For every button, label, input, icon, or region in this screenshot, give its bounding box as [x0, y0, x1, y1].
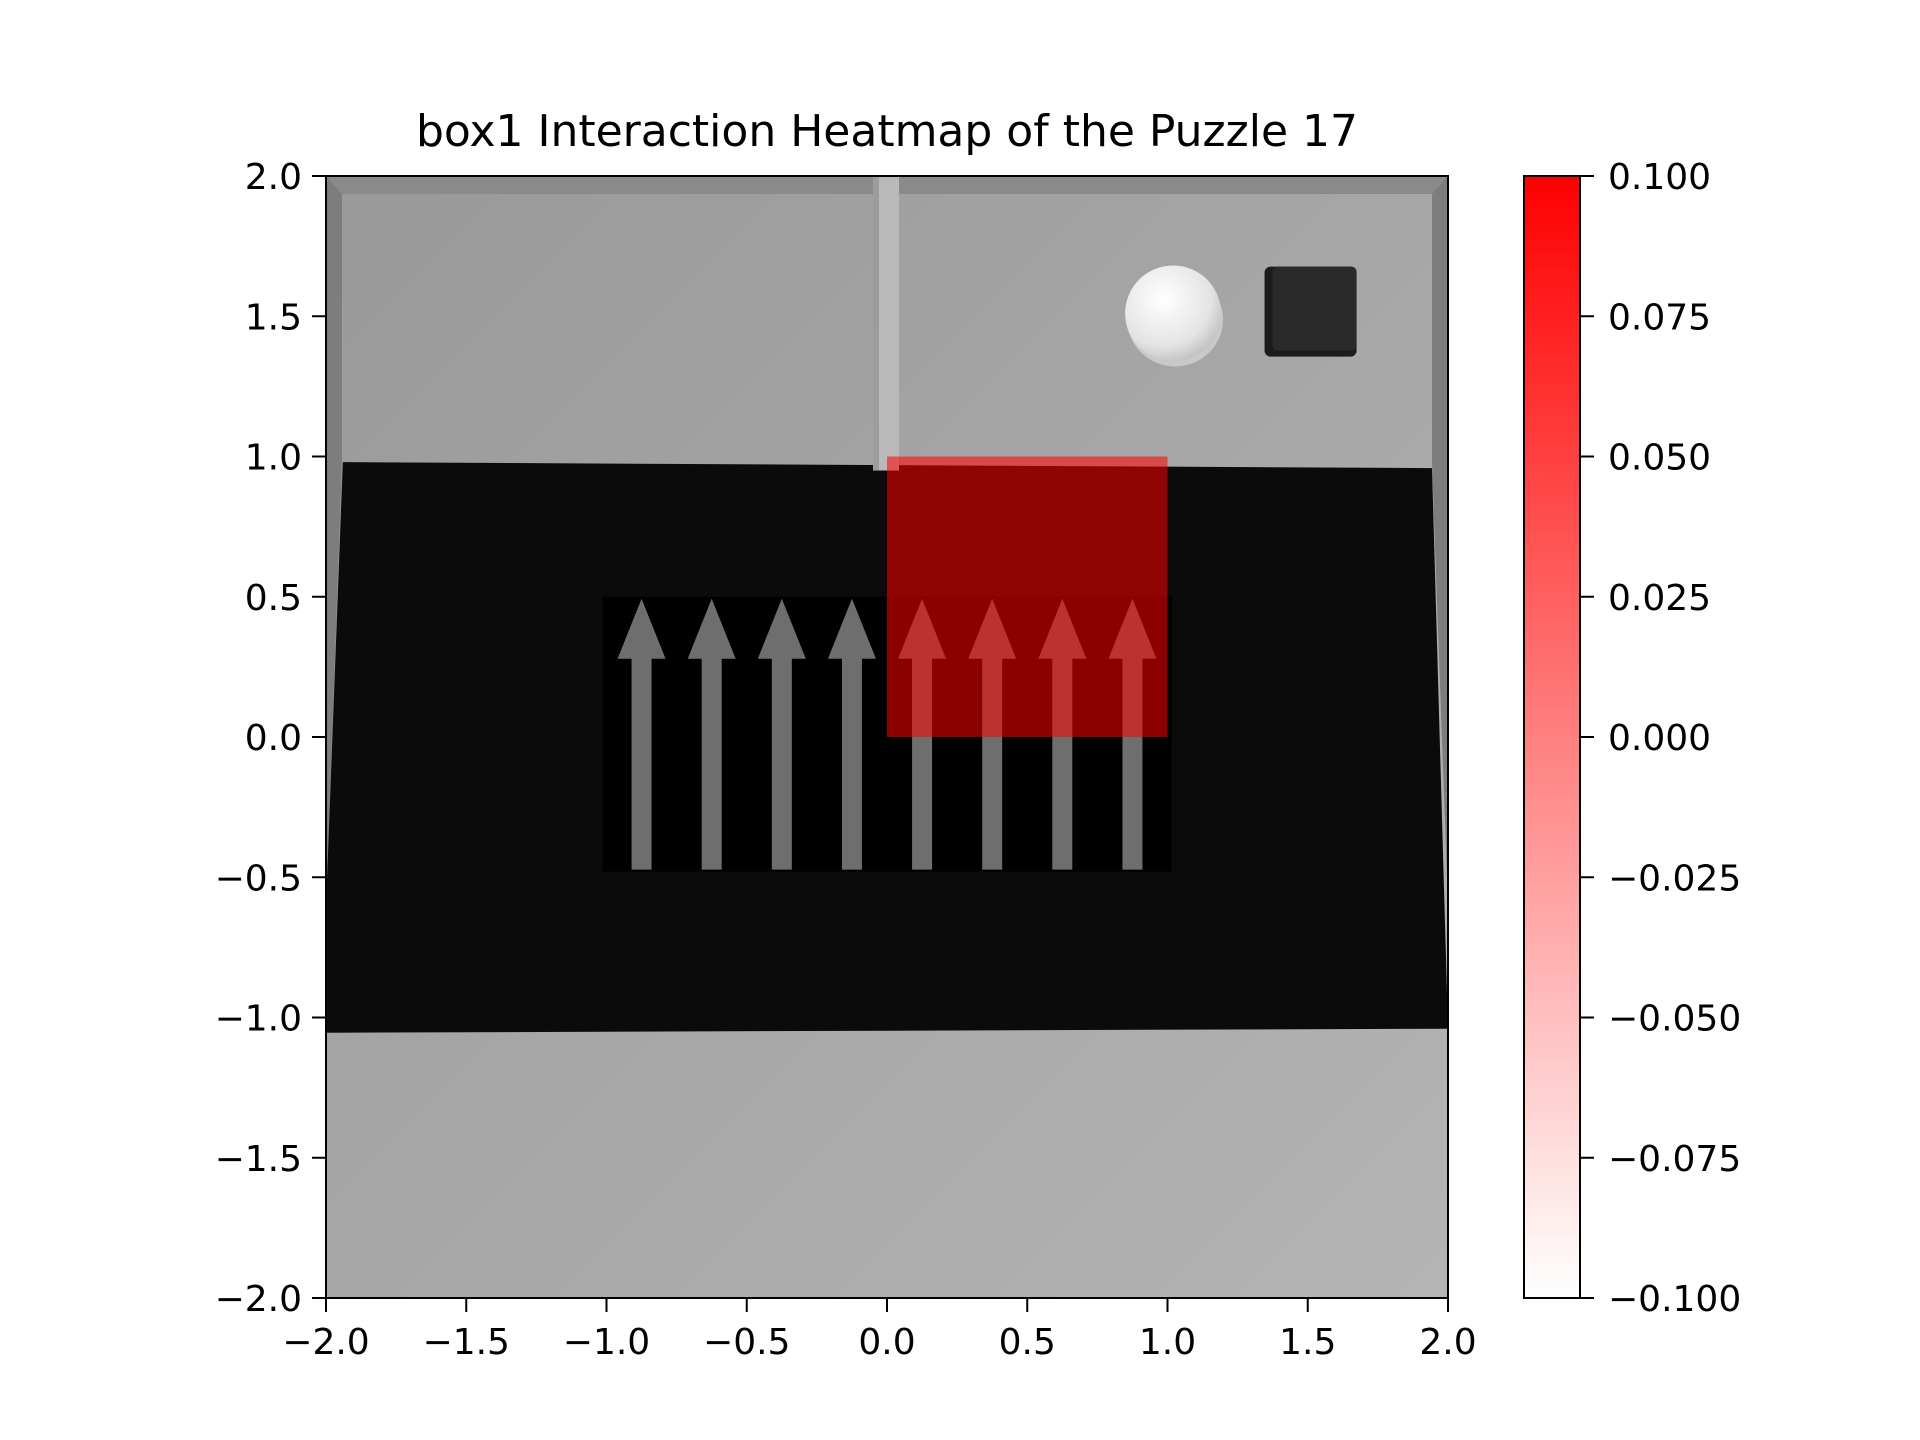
colorbar-tick-label: 0.075 — [1608, 297, 1711, 338]
x-axis: −2.0 −1.5 −1.0 −0.5 0.0 0.5 1.0 1.5 2.0 — [282, 1298, 1477, 1363]
colorbar-tick-label: 0.100 — [1608, 157, 1711, 198]
colorbar: 0.100 0.075 0.050 0.025 0.000 −0.025 −0.050 −0.… — [1523, 157, 1741, 1320]
y-tick-label: −2.0 — [215, 1279, 302, 1320]
chart-title: box1 Interaction Heatmap of the Puzzle 1… — [416, 106, 1358, 157]
x-tick-label: −2.0 — [282, 1322, 369, 1363]
colorbar-tick-label: 0.000 — [1608, 718, 1711, 759]
colorbar-tick-label: −0.050 — [1608, 999, 1741, 1040]
x-tick-label: 0.5 — [999, 1322, 1056, 1363]
heatmap-cells — [887, 456, 1168, 737]
arrow — [617, 598, 666, 870]
x-tick-label: −0.5 — [703, 1322, 790, 1363]
y-tick-label: 0.5 — [245, 578, 302, 619]
arrow — [687, 598, 736, 870]
arrow — [757, 598, 806, 870]
colorbar-tick-label: 0.050 — [1608, 438, 1711, 479]
x-tick-label: −1.0 — [563, 1322, 650, 1363]
arrow — [827, 598, 876, 870]
colorbar-tick-label: −0.025 — [1608, 858, 1741, 899]
y-tick-label: −0.5 — [215, 858, 302, 899]
y-tick-label: 2.0 — [245, 157, 302, 198]
colorbar-tick-label: −0.075 — [1608, 1139, 1741, 1180]
heatmap-cell — [887, 456, 1168, 737]
x-tick-label: −1.5 — [423, 1322, 510, 1363]
x-tick-label: 0.0 — [858, 1322, 915, 1363]
y-axis: −2.0 −1.5 −1.0 −0.5 0.0 0.5 1.0 1.5 2.0 — [215, 157, 326, 1320]
colorbar-tick-label: −0.100 — [1608, 1279, 1741, 1320]
colorbar-gradient — [1523, 175, 1581, 1299]
wall-left — [326, 176, 342, 906]
plot-area — [326, 176, 1448, 1298]
y-tick-label: −1.5 — [215, 1139, 302, 1180]
colorbar-ticks: 0.100 0.075 0.050 0.025 0.000 −0.025 −0.050 −0.… — [1580, 157, 1741, 1320]
wall-right — [1432, 176, 1448, 906]
y-tick-label: 0.0 — [245, 718, 302, 759]
y-tick-label: 1.5 — [245, 297, 302, 338]
x-tick-label: 2.0 — [1419, 1322, 1476, 1363]
pole-shade — [873, 176, 879, 471]
y-tick-label: 1.0 — [245, 438, 302, 479]
x-tick-label: 1.5 — [1279, 1322, 1336, 1363]
ball — [1125, 265, 1222, 362]
colorbar-tick-label: 0.025 — [1608, 578, 1711, 619]
y-tick-label: −1.0 — [215, 999, 302, 1040]
cube — [1272, 266, 1357, 351]
x-tick-label: 1.0 — [1139, 1322, 1196, 1363]
